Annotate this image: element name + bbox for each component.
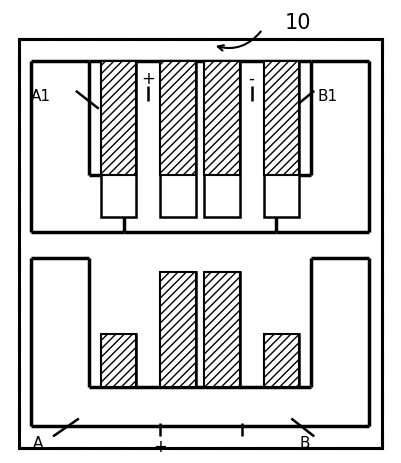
Bar bbox=[263, 334, 299, 387]
Bar bbox=[101, 61, 136, 175]
Bar bbox=[204, 61, 240, 175]
Bar bbox=[101, 334, 136, 387]
Bar bbox=[101, 61, 136, 217]
Text: A1: A1 bbox=[31, 89, 51, 104]
Bar bbox=[204, 61, 240, 217]
Text: B: B bbox=[299, 437, 310, 451]
Text: -: - bbox=[249, 70, 255, 88]
Bar bbox=[101, 334, 136, 387]
Bar bbox=[19, 39, 382, 448]
Text: -: - bbox=[239, 438, 245, 457]
Bar bbox=[160, 272, 196, 387]
Text: +: + bbox=[142, 70, 155, 88]
Bar bbox=[204, 272, 240, 387]
Bar bbox=[204, 272, 240, 387]
Bar bbox=[89, 61, 124, 175]
Bar bbox=[160, 61, 196, 175]
Bar bbox=[19, 39, 382, 448]
Text: +: + bbox=[153, 438, 167, 457]
Bar bbox=[160, 61, 196, 217]
Bar bbox=[276, 61, 311, 175]
Bar bbox=[263, 61, 299, 217]
Text: B1: B1 bbox=[317, 89, 337, 104]
Text: 10: 10 bbox=[284, 13, 311, 33]
Bar bbox=[263, 334, 299, 387]
Bar bbox=[263, 61, 299, 175]
Text: A: A bbox=[33, 437, 44, 451]
Bar bbox=[160, 272, 196, 387]
